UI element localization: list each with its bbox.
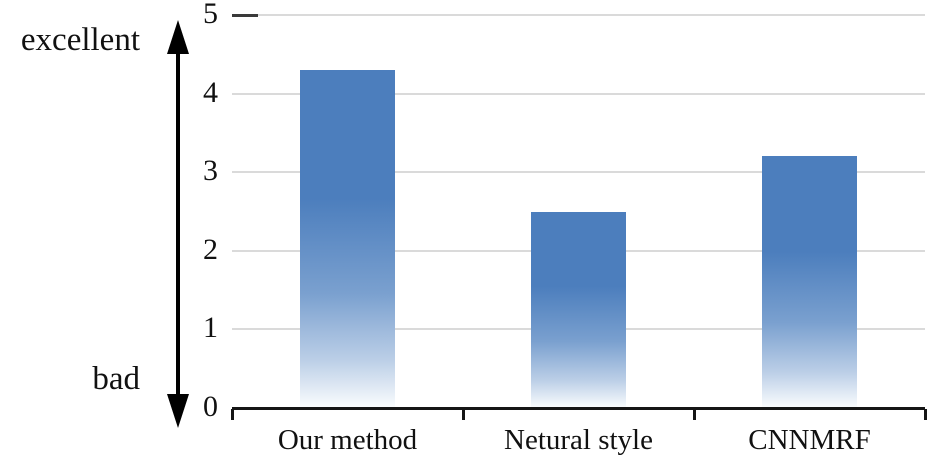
y-tick-label-2: 2 [203, 232, 218, 266]
y-tick-label-3: 3 [203, 153, 218, 187]
x-axis-line [232, 407, 925, 410]
scale-label-excellent: excellent [20, 22, 140, 58]
y-tick-label-0: 0 [203, 389, 218, 423]
bar-cnnmrf [762, 156, 857, 408]
category-label-2: Netural style [504, 424, 653, 456]
gridline-4 [232, 92, 925, 95]
bar-netural-style [531, 211, 626, 408]
gridline-5 [232, 14, 925, 16]
x-axis-tick-2 [692, 409, 696, 420]
y-tick-label-1: 1 [203, 311, 218, 345]
category-label-1: Our method [277, 424, 418, 456]
bar-our-method [300, 70, 395, 408]
x-axis-tick-0 [230, 409, 234, 420]
y-axis-top-tick [232, 14, 258, 17]
y-tick-label-5: 5 [203, 0, 218, 30]
gridline-3 [232, 171, 925, 174]
x-axis-tick-3 [923, 409, 927, 420]
scale-label-bad: bad [92, 361, 140, 397]
y-tick-label-4: 4 [203, 75, 218, 109]
double-arrow-icon [167, 20, 189, 428]
category-label-3: CNNMRF [748, 424, 871, 456]
x-axis-tick-1 [461, 409, 465, 420]
